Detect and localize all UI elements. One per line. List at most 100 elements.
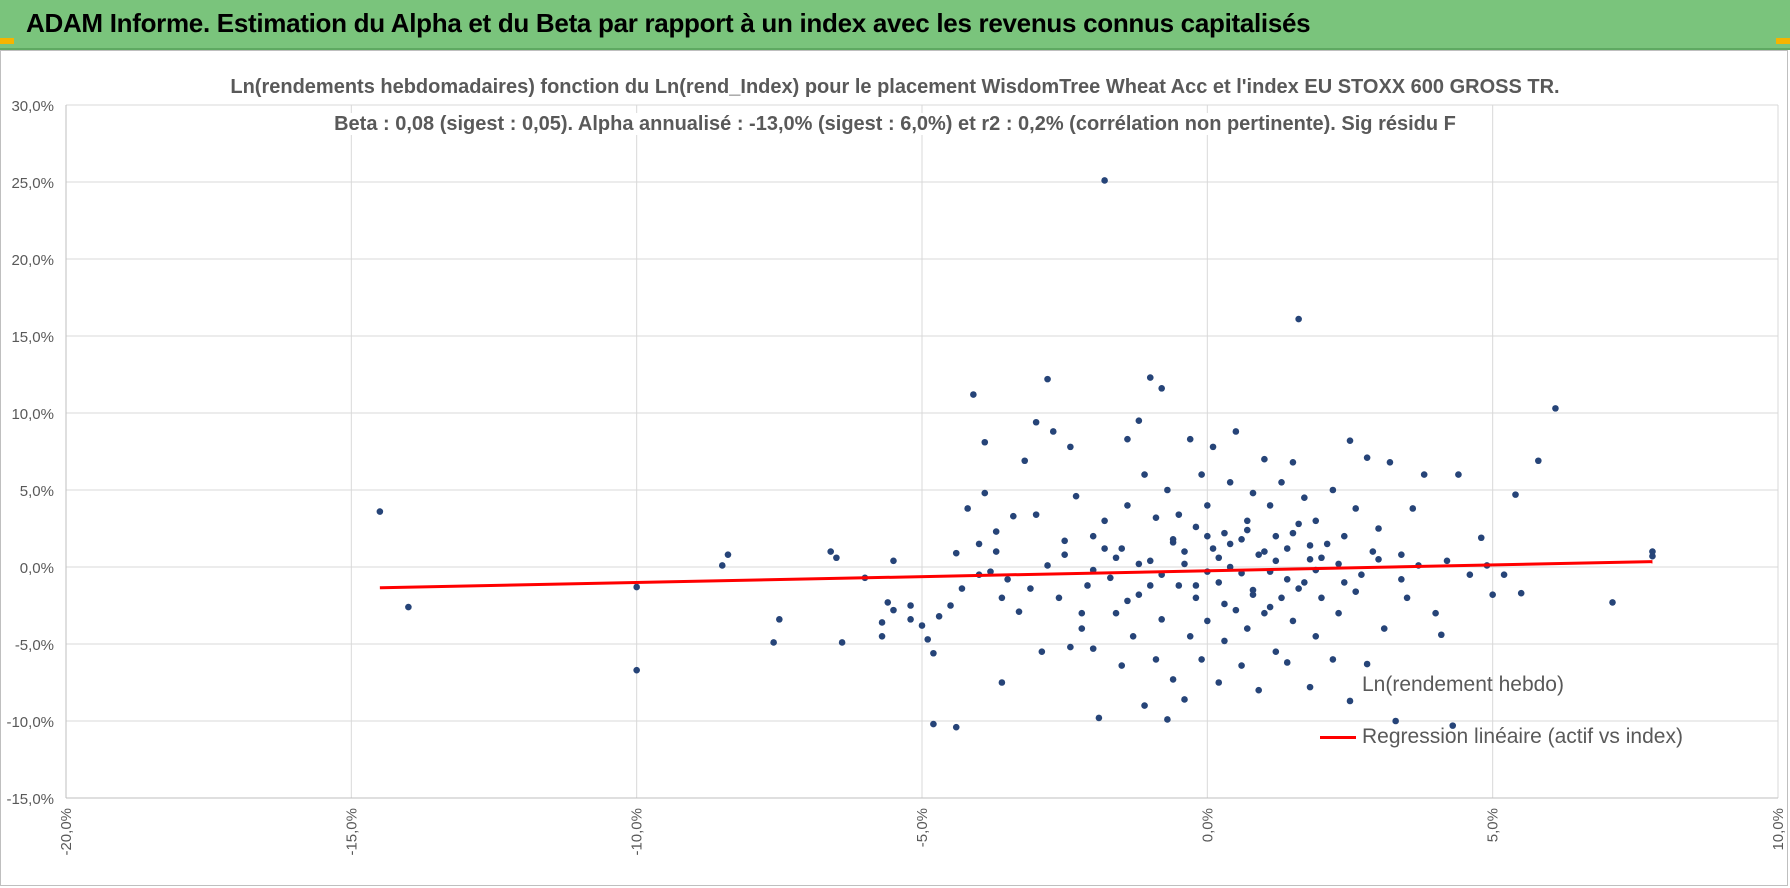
data-point	[1500, 571, 1508, 578]
data-point	[1021, 457, 1029, 465]
data-point	[1141, 471, 1148, 478]
data-point	[1283, 659, 1291, 666]
chart-title-line-2: Beta : 0,08 (sigest : 0,05). Alpha annua…	[0, 113, 1790, 136]
data-point	[1335, 609, 1342, 617]
data-point	[1466, 571, 1474, 578]
data-point	[1084, 582, 1091, 589]
data-point	[1107, 574, 1114, 582]
data-point	[1192, 523, 1200, 531]
data-point	[1272, 532, 1280, 540]
data-point	[1226, 479, 1234, 486]
data-point	[1044, 562, 1051, 569]
data-point	[992, 528, 1000, 535]
data-point	[952, 723, 960, 731]
data-point	[1489, 591, 1496, 599]
y-tick-labels: -15,0% -10,0% -5,0% 0,0% 5,0% 10,0% 15,0% 20,0%…	[6, 98, 54, 808]
data-point	[1146, 374, 1154, 381]
data-point	[947, 602, 954, 609]
data-point	[1255, 551, 1262, 558]
x-tick-label: -10,0%	[629, 808, 646, 856]
data-point	[1152, 656, 1160, 663]
x-tick-label: 5,0%	[1485, 808, 1502, 842]
data-point	[1306, 683, 1314, 691]
data-point	[970, 391, 977, 398]
y-tick-label: 30,0%	[11, 98, 54, 115]
data-point	[1175, 582, 1183, 589]
x-tick-label: 0,0%	[1199, 808, 1216, 842]
data-point	[1363, 660, 1371, 668]
data-point	[924, 636, 932, 643]
data-point	[1027, 585, 1034, 592]
data-point	[1278, 594, 1285, 602]
data-points	[376, 177, 1656, 731]
data-point	[1192, 582, 1200, 589]
data-point	[1049, 428, 1057, 435]
data-point	[1221, 637, 1228, 645]
data-point	[1358, 571, 1365, 578]
data-point	[1129, 633, 1137, 640]
data-point	[907, 616, 914, 623]
data-point	[1295, 520, 1302, 528]
data-point	[1164, 716, 1171, 723]
y-tick-label: 5,0%	[20, 483, 54, 500]
data-point	[1072, 492, 1080, 500]
data-point	[1278, 479, 1285, 486]
data-point	[1169, 539, 1177, 546]
data-point	[1261, 455, 1268, 463]
data-point	[1010, 512, 1017, 520]
data-point	[1346, 437, 1354, 445]
data-point	[1449, 722, 1457, 729]
data-point	[964, 505, 971, 512]
data-point	[1369, 548, 1377, 555]
data-point	[1243, 517, 1251, 525]
data-point	[998, 594, 1006, 602]
data-point	[1535, 457, 1542, 465]
data-point	[935, 612, 943, 620]
data-point	[1243, 526, 1251, 534]
y-tick-label: 10,0%	[11, 406, 54, 423]
data-point	[1272, 557, 1280, 565]
data-point	[1226, 563, 1234, 571]
data-point	[1340, 579, 1348, 586]
data-point	[724, 551, 732, 558]
y-tick-label: -5,0%	[15, 637, 54, 654]
data-point	[1004, 576, 1011, 583]
data-point	[1438, 631, 1445, 639]
data-point	[1112, 554, 1120, 562]
data-point	[1380, 625, 1388, 632]
data-point	[1432, 609, 1439, 617]
data-point	[1243, 625, 1251, 632]
data-point	[1340, 532, 1348, 540]
data-point	[981, 489, 989, 497]
data-point	[1398, 576, 1405, 583]
data-point	[1158, 616, 1165, 623]
x-tick-label: -20,0%	[58, 808, 75, 856]
axes	[65, 105, 1778, 799]
data-point	[833, 554, 840, 562]
data-point	[1335, 560, 1342, 568]
data-point	[890, 606, 897, 614]
data-point	[1112, 609, 1120, 617]
data-point	[1272, 648, 1280, 655]
data-point	[1301, 494, 1308, 502]
data-point	[1067, 643, 1074, 651]
data-point	[1118, 662, 1126, 669]
x-tick-label: -5,0%	[914, 808, 931, 847]
data-point	[1289, 529, 1297, 537]
data-point	[1398, 551, 1405, 558]
data-point	[1301, 579, 1308, 586]
data-point	[1061, 551, 1068, 558]
data-point	[930, 720, 937, 728]
corner-mark-left	[0, 38, 14, 44]
data-point	[1329, 656, 1337, 663]
data-point	[1067, 443, 1074, 451]
data-point	[1124, 435, 1131, 443]
data-point	[376, 508, 384, 515]
data-point	[1363, 454, 1371, 461]
x-tick-labels: -20,0% -15,0% -10,0% -5,0% 0,0% 5,0% 10,0%	[58, 808, 1787, 856]
data-point	[1095, 714, 1103, 722]
data-point	[776, 616, 783, 623]
chart-title-text-2: Beta : 0,08 (sigest : 0,05). Alpha annua…	[326, 113, 1464, 135]
data-point	[1352, 505, 1360, 512]
data-point	[878, 619, 886, 626]
